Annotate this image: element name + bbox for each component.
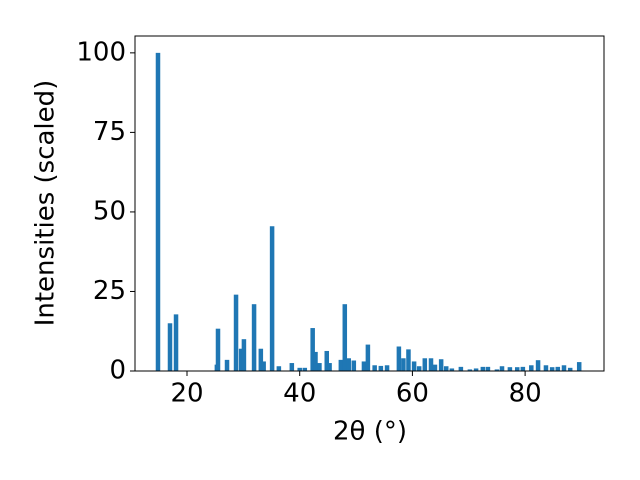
bar xyxy=(269,226,275,371)
bar xyxy=(514,367,520,371)
bar xyxy=(342,304,348,371)
bar xyxy=(443,366,449,371)
bar xyxy=(401,358,406,371)
bar xyxy=(396,346,402,371)
bar xyxy=(258,348,264,371)
bar xyxy=(310,328,315,371)
bar xyxy=(251,304,257,371)
bar xyxy=(297,367,302,371)
bar xyxy=(372,365,377,371)
bar xyxy=(467,369,473,371)
bar xyxy=(411,361,417,371)
bar xyxy=(422,358,428,371)
bar xyxy=(155,52,161,371)
bar xyxy=(406,349,411,371)
bar xyxy=(351,360,357,371)
x-axis-label: 2θ (°) xyxy=(333,417,407,447)
y-tick-label: 25 xyxy=(93,276,126,306)
bar xyxy=(346,358,351,371)
bar xyxy=(535,360,541,371)
bar xyxy=(480,366,486,371)
bar xyxy=(529,365,534,371)
bar xyxy=(494,369,500,371)
x-tick-label: 80 xyxy=(509,379,542,409)
bar xyxy=(543,365,549,371)
bar xyxy=(499,366,505,371)
bar xyxy=(302,367,308,371)
bar xyxy=(458,366,464,371)
bar xyxy=(365,344,371,371)
bar xyxy=(576,362,582,371)
bar xyxy=(438,359,444,371)
bar xyxy=(327,363,332,371)
plot-frame xyxy=(134,35,605,372)
bar xyxy=(241,339,247,371)
bar xyxy=(507,367,513,371)
bar xyxy=(173,314,179,371)
bar xyxy=(289,363,295,371)
y-axis-label: Intensities (scaled) xyxy=(31,80,61,327)
bar xyxy=(520,366,526,371)
bar xyxy=(324,350,330,371)
bar xyxy=(384,365,390,371)
bar xyxy=(549,367,555,371)
bar xyxy=(449,368,455,371)
bar xyxy=(224,359,230,371)
y-tick-label: 0 xyxy=(109,356,126,386)
bar xyxy=(276,366,282,371)
bar xyxy=(361,361,367,371)
x-tick-label: 60 xyxy=(396,379,429,409)
bar xyxy=(261,361,266,371)
bar xyxy=(473,368,479,371)
bar xyxy=(313,351,318,371)
bar xyxy=(238,348,244,371)
bar xyxy=(567,367,573,371)
bar xyxy=(338,359,344,371)
y-tick-label: 75 xyxy=(93,117,126,147)
bar xyxy=(317,363,322,371)
bar xyxy=(416,366,422,371)
y-tick-label: 100 xyxy=(76,37,126,67)
y-tick-label: 50 xyxy=(93,196,126,226)
bar xyxy=(561,365,567,371)
bar xyxy=(378,365,384,371)
bar xyxy=(555,366,561,371)
bar xyxy=(432,364,438,371)
x-tick-label: 40 xyxy=(283,379,316,409)
bar xyxy=(233,294,239,371)
bar xyxy=(167,323,173,371)
bar xyxy=(485,366,491,371)
bar xyxy=(215,328,221,371)
x-tick-label: 20 xyxy=(170,379,203,409)
bar xyxy=(428,358,434,371)
